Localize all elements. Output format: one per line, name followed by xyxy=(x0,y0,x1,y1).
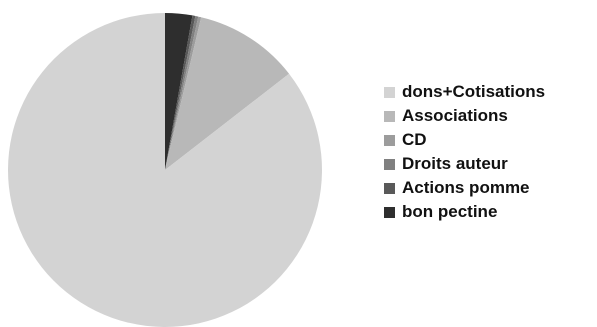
legend-swatch xyxy=(384,206,395,218)
legend-label: Actions pomme xyxy=(402,178,530,197)
legend-swatch xyxy=(384,158,395,170)
pie-slice-bon-pectine xyxy=(165,12,193,170)
pie-slice-actions-pomme xyxy=(165,15,196,171)
legend-swatch xyxy=(384,110,395,122)
legend-label: Droits auteur xyxy=(402,154,508,173)
legend-item: dons+Cotisations xyxy=(384,80,594,104)
legend-swatch xyxy=(384,134,395,146)
legend-swatch xyxy=(384,86,395,98)
legend-label: bon pectine xyxy=(402,202,498,221)
pie-slice-dons-cotisations xyxy=(7,13,322,327)
legend-label: Associations xyxy=(402,106,508,125)
legend-item: Associations xyxy=(384,104,594,128)
legend: dons+Cotisations Associations CD Droits aut… xyxy=(384,80,594,224)
pie-slice-associations xyxy=(165,17,290,170)
pie-slice-droits-auteur xyxy=(165,15,199,170)
legend-item: Droits auteur xyxy=(384,152,594,176)
legend-label: dons+Cotisations xyxy=(402,82,546,101)
legend-label: CD xyxy=(402,130,427,149)
pie-slice-cd xyxy=(165,16,202,170)
legend-item: bon pectine xyxy=(384,200,594,224)
legend-item: CD xyxy=(384,128,594,152)
legend-item: Actions pomme xyxy=(384,176,594,200)
legend-swatch xyxy=(384,182,395,194)
